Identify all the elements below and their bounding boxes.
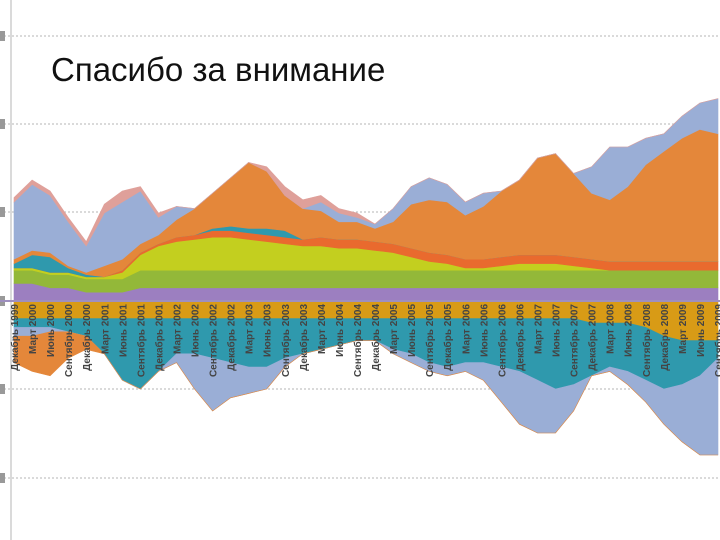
x-tick-label: Декабрь 2006 <box>514 304 526 371</box>
x-tick-label: Март 2004 <box>317 304 328 354</box>
negative-areas <box>13 300 719 456</box>
x-tick-label: Сентябрь 2000 <box>63 304 75 377</box>
x-tick-label: Март 2006 <box>461 304 472 354</box>
x-tick-label: Март 2008 <box>606 304 617 354</box>
x-tick-label: Декабрь 2004 <box>370 304 382 371</box>
y-tick-mark <box>0 473 5 483</box>
x-tick-label: Сентябрь 2005 <box>424 304 436 377</box>
x-tick-label: Декабрь 2003 <box>298 304 310 371</box>
x-tick-label: Декабрь 2008 <box>659 304 671 371</box>
x-tick-label: Сентябрь 2001 <box>135 304 147 377</box>
x-tick-label: Декабрь 2001 <box>153 304 165 371</box>
x-tick-label: Сентябрь 2003 <box>280 304 292 377</box>
negative-area-series-4 <box>13 331 718 456</box>
x-tick-label: Июнь 2001 <box>118 304 129 357</box>
y-tick-mark <box>0 384 5 394</box>
x-tick-label: Июнь 2007 <box>552 304 563 357</box>
x-tick-label: Март 2000 <box>28 304 39 354</box>
x-tick-label: Сентябрь 2004 <box>352 304 364 377</box>
x-tick-label: Март 2002 <box>173 304 184 354</box>
y-tick-mark <box>0 207 5 217</box>
x-tick-label: Сентябрь 2007 <box>569 304 581 377</box>
x-tick-label: Июнь 2006 <box>479 304 490 357</box>
positive-areas <box>13 98 719 302</box>
x-tick-label: Март 2003 <box>245 304 256 354</box>
slide-title: Спасибо за внимание <box>45 48 392 92</box>
x-tick-label: Июнь 2000 <box>46 304 57 357</box>
x-tick-label: Июнь 2008 <box>624 304 635 357</box>
x-tick-label: Июнь 2003 <box>263 304 274 357</box>
x-tick-label: Декабрь 2000 <box>81 304 93 371</box>
x-tick-label: Сентябрь 2008 <box>641 304 653 377</box>
x-tick-label: Март 2005 <box>389 304 400 354</box>
x-tick-label: Март 2007 <box>534 304 545 354</box>
x-tick-label: Март 2009 <box>678 304 689 354</box>
x-tick-label: Декабрь 1999 <box>9 304 21 371</box>
x-tick-label: Июнь 2009 <box>696 304 707 357</box>
x-tick-label: Декабрь 2007 <box>587 304 599 371</box>
x-tick-labels: Декабрь 1999 Март 2000 Июнь 2000 Сентябрь 2… <box>9 304 720 378</box>
positive-area-series-8 <box>13 98 719 247</box>
x-tick-label: Июнь 2004 <box>335 304 346 357</box>
x-tick-label: Сентябрь 2006 <box>496 304 508 377</box>
y-tick-mark <box>0 31 5 41</box>
x-tick-label: Март 2001 <box>100 304 111 354</box>
x-tick-label: Июнь 2005 <box>407 304 418 357</box>
x-tick-label: Июнь 2002 <box>191 304 202 357</box>
y-tick-mark <box>0 119 5 129</box>
x-tick-label: Декабрь 2005 <box>442 304 454 371</box>
x-tick-label: Сентябрь 2002 <box>208 304 220 377</box>
x-tick-label: Декабрь 2002 <box>226 304 238 371</box>
x-tick-label: Сентябрь 2009 <box>713 304 720 377</box>
